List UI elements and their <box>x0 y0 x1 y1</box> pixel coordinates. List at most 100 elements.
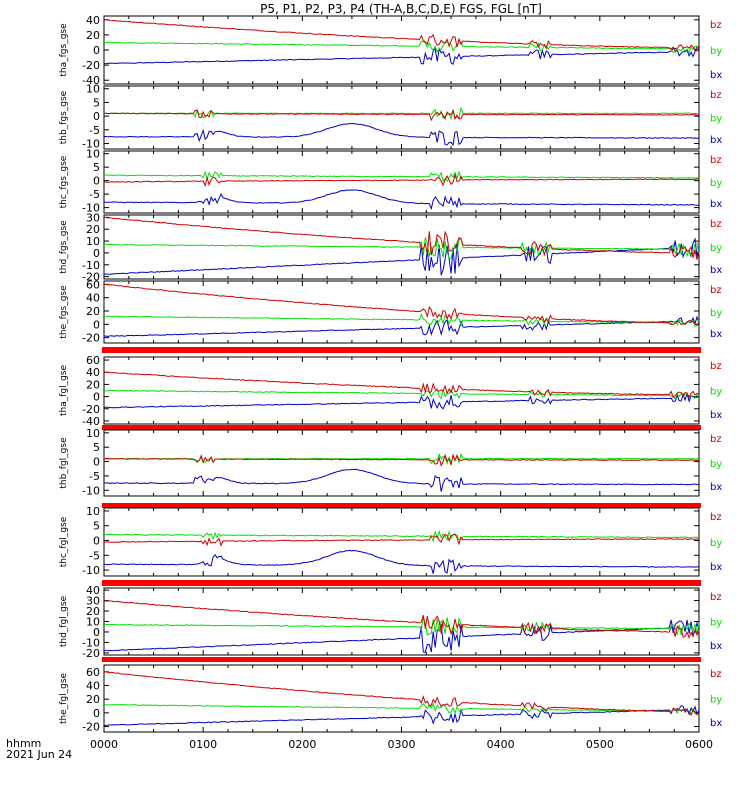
y-tick-label: 40 <box>86 366 100 379</box>
legend-bz: bz <box>710 155 722 166</box>
y-tick-label: -10 <box>82 564 100 577</box>
panel-thc_fgl_gse: 10 5 0-5 -10 thc_fgl_gse bz by bx <box>59 505 722 577</box>
x-tick-label: 0000 <box>90 738 118 751</box>
y-tick-label: -20 <box>82 271 100 284</box>
legend-by: by <box>710 114 722 125</box>
series-by <box>103 40 700 55</box>
y-tick-label: 10 <box>86 427 100 440</box>
series-bx <box>103 391 700 410</box>
series-bx <box>103 619 700 653</box>
y-tick-label: 40 <box>86 292 100 305</box>
panel-frame <box>103 85 700 150</box>
y-tick-label: 20 <box>86 29 100 42</box>
y-axis-label: thb_fgs_gse <box>59 90 69 144</box>
separator-bar-3 <box>102 580 701 586</box>
separator-bar-2 <box>102 503 701 508</box>
y-axis-label: thd_fgl_gse <box>59 595 69 647</box>
x-tick-label: 0600 <box>685 738 713 751</box>
x-tick-label: 0100 <box>189 738 217 751</box>
y-tick-label: -10 <box>82 484 100 497</box>
series-by <box>104 313 700 327</box>
separator-bar-1 <box>102 425 701 430</box>
footer-date: 2021 Jun 24 <box>6 748 72 761</box>
series-bx <box>103 45 700 65</box>
series-bz <box>103 19 700 53</box>
legend-by: by <box>710 618 722 629</box>
y-tick-label: 0 <box>93 318 100 331</box>
chart-title: P5, P1, P2, P3, P4 (TH-A,B,C,D,E) FGS, F… <box>260 2 542 16</box>
y-tick-label: 0 <box>93 44 100 57</box>
y-tick-label: 20 <box>86 693 100 706</box>
series-bz <box>103 109 700 122</box>
y-tick-label: -20 <box>82 332 100 345</box>
y-tick-label: -10 <box>82 138 100 151</box>
legend-bz: bz <box>710 512 722 523</box>
series-by <box>103 452 700 465</box>
y-tick-label: 10 <box>86 148 100 161</box>
y-tick-label: 5 <box>93 441 100 454</box>
y-tick-label: -20 <box>82 647 100 660</box>
y-tick-label: 0 <box>93 247 100 260</box>
series-bz <box>103 600 700 640</box>
series-bz <box>103 671 700 717</box>
series-bz <box>103 371 700 399</box>
y-axis-label: the_fgl_gse <box>59 672 69 724</box>
legend-by: by <box>710 308 722 319</box>
y-tick-label: 0 <box>93 110 100 123</box>
y-tick-label: 10 <box>86 83 100 96</box>
y-tick-label: 40 <box>86 680 100 693</box>
x-tick-label: 0300 <box>388 738 416 751</box>
legend-bx: bx <box>710 482 722 493</box>
legend-by: by <box>710 387 722 398</box>
series-by <box>103 170 700 183</box>
y-axis-label: thb_fgl_gse <box>59 437 69 489</box>
y-tick-label: 40 <box>86 14 100 27</box>
y-tick-label: -20 <box>82 59 100 72</box>
y-tick-label: 0 <box>93 626 100 639</box>
y-tick-label: -20 <box>82 403 100 416</box>
y-tick-label: 5 <box>93 520 100 533</box>
y-tick-label: -5 <box>89 188 100 201</box>
legend-bz: bz <box>710 219 722 230</box>
y-tick-label: -40 <box>82 74 100 87</box>
x-tick-label: 0400 <box>487 738 515 751</box>
series-bz <box>103 283 700 326</box>
panel-tha_fgs_gse: 40 20 0 -20 -40 tha_fgs_gse bz by bx <box>59 14 722 87</box>
panel-frame <box>103 356 700 425</box>
y-tick-label: 20 <box>86 305 100 318</box>
y-tick-label: 10 <box>86 616 100 629</box>
x-tick-label: 0500 <box>586 738 614 751</box>
panel-frame <box>103 429 700 497</box>
y-tick-label: 10 <box>86 505 100 518</box>
y-tick-label: 0 <box>93 391 100 404</box>
y-axis-label: tha_fgs_gse <box>59 23 69 77</box>
y-tick-label: -40 <box>82 415 100 428</box>
legend-bz: bz <box>710 669 722 680</box>
legend-by: by <box>710 46 722 57</box>
series-bz <box>103 533 700 547</box>
y-tick-label: -10 <box>82 259 100 272</box>
legend-bz: bz <box>710 20 722 31</box>
series-bx <box>103 237 700 276</box>
series-by <box>103 616 700 637</box>
legend-bz: bz <box>710 361 722 372</box>
separator-bar-0 <box>102 347 701 353</box>
y-tick-label: 10 <box>86 235 100 248</box>
footer-hhmm: hhmm <box>6 737 41 750</box>
panel-thb_fgl_gse: 105 0-5-10 thb_fgl_gse bz by bx <box>59 427 722 497</box>
y-tick-label: -5 <box>89 124 100 137</box>
y-tick-label: -10 <box>82 636 100 649</box>
legend-bx: bx <box>710 70 722 81</box>
series-bz <box>103 172 699 188</box>
panel-frame <box>103 507 700 577</box>
legend-bx: bx <box>710 135 722 146</box>
series-bx <box>103 549 700 574</box>
